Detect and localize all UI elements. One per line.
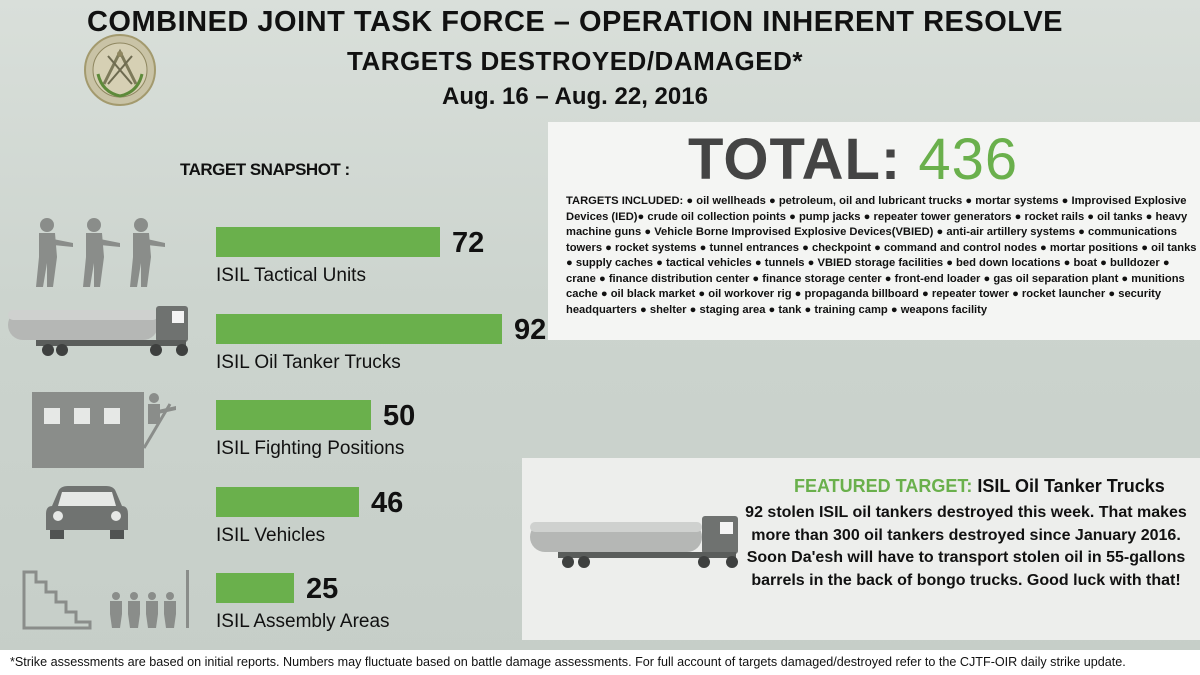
bar-4 [216, 573, 294, 603]
bar-3 [216, 486, 359, 517]
cjtf-oir-seal-icon [84, 34, 156, 106]
soldiers-icon [36, 218, 165, 287]
bar-0 [216, 227, 440, 257]
snapshot-title: TARGET SNAPSHOT : [180, 160, 350, 179]
bar-label-4: ISIL Assembly Areas [216, 611, 390, 632]
targets-included-label: TARGETS INCLUDED: [566, 195, 684, 207]
total-count: TOTAL: 436 [688, 128, 1018, 192]
bar-label-1: ISIL Oil Tanker Trucks [216, 351, 401, 373]
bar-value-2: 50 [383, 400, 416, 432]
assembly-area-icon [22, 570, 189, 630]
targets-included-text: ● oil wellheads ● petroleum, oil and lub… [566, 195, 1197, 316]
targets-included: TARGETS INCLUDED: ● oil wellheads ● petr… [566, 194, 1198, 318]
date-range: Aug. 16 – Aug. 22, 2016 [442, 83, 708, 110]
featured-body: 92 stolen ISIL oil tankers destroyed thi… [745, 504, 1187, 589]
header: COMBINED JOINT TASK FORCE – OPERATION IN… [0, 0, 1200, 122]
total-label: TOTAL: [688, 127, 902, 192]
bar-label-3: ISIL Vehicles [216, 524, 326, 546]
total-value: 436 [918, 127, 1019, 192]
bar-2 [216, 400, 371, 430]
bar-label-2: ISIL Fighting Positions [216, 438, 405, 459]
featured-oil-tanker-truck-icon [530, 516, 738, 568]
footer-disclaimer: *Strike assessments are based on initial… [0, 650, 1200, 675]
bar-value-3: 46 [371, 486, 404, 519]
bar-label-0: ISIL Tactical Units [216, 265, 366, 286]
fighting-position-icon [32, 392, 176, 468]
vehicle-icon [46, 486, 128, 539]
featured-target: ISIL Oil Tanker Trucks [977, 476, 1165, 496]
page-subtitle: TARGETS DESTROYED/DAMAGED* [347, 46, 803, 76]
total-panel [548, 122, 1200, 340]
bar-value-4: 25 [306, 573, 339, 605]
bar-value-0: 72 [452, 227, 485, 259]
bar-value-1: 92 [514, 313, 547, 346]
bar-1 [216, 313, 502, 344]
page-title: COMBINED JOINT TASK FORCE – OPERATION IN… [86, 6, 1063, 38]
featured-title: FEATURED TARGET: ISIL Oil Tanker Trucks [794, 476, 1165, 497]
oil-tanker-truck-icon [8, 306, 188, 356]
featured-label: FEATURED TARGET: [794, 476, 973, 496]
